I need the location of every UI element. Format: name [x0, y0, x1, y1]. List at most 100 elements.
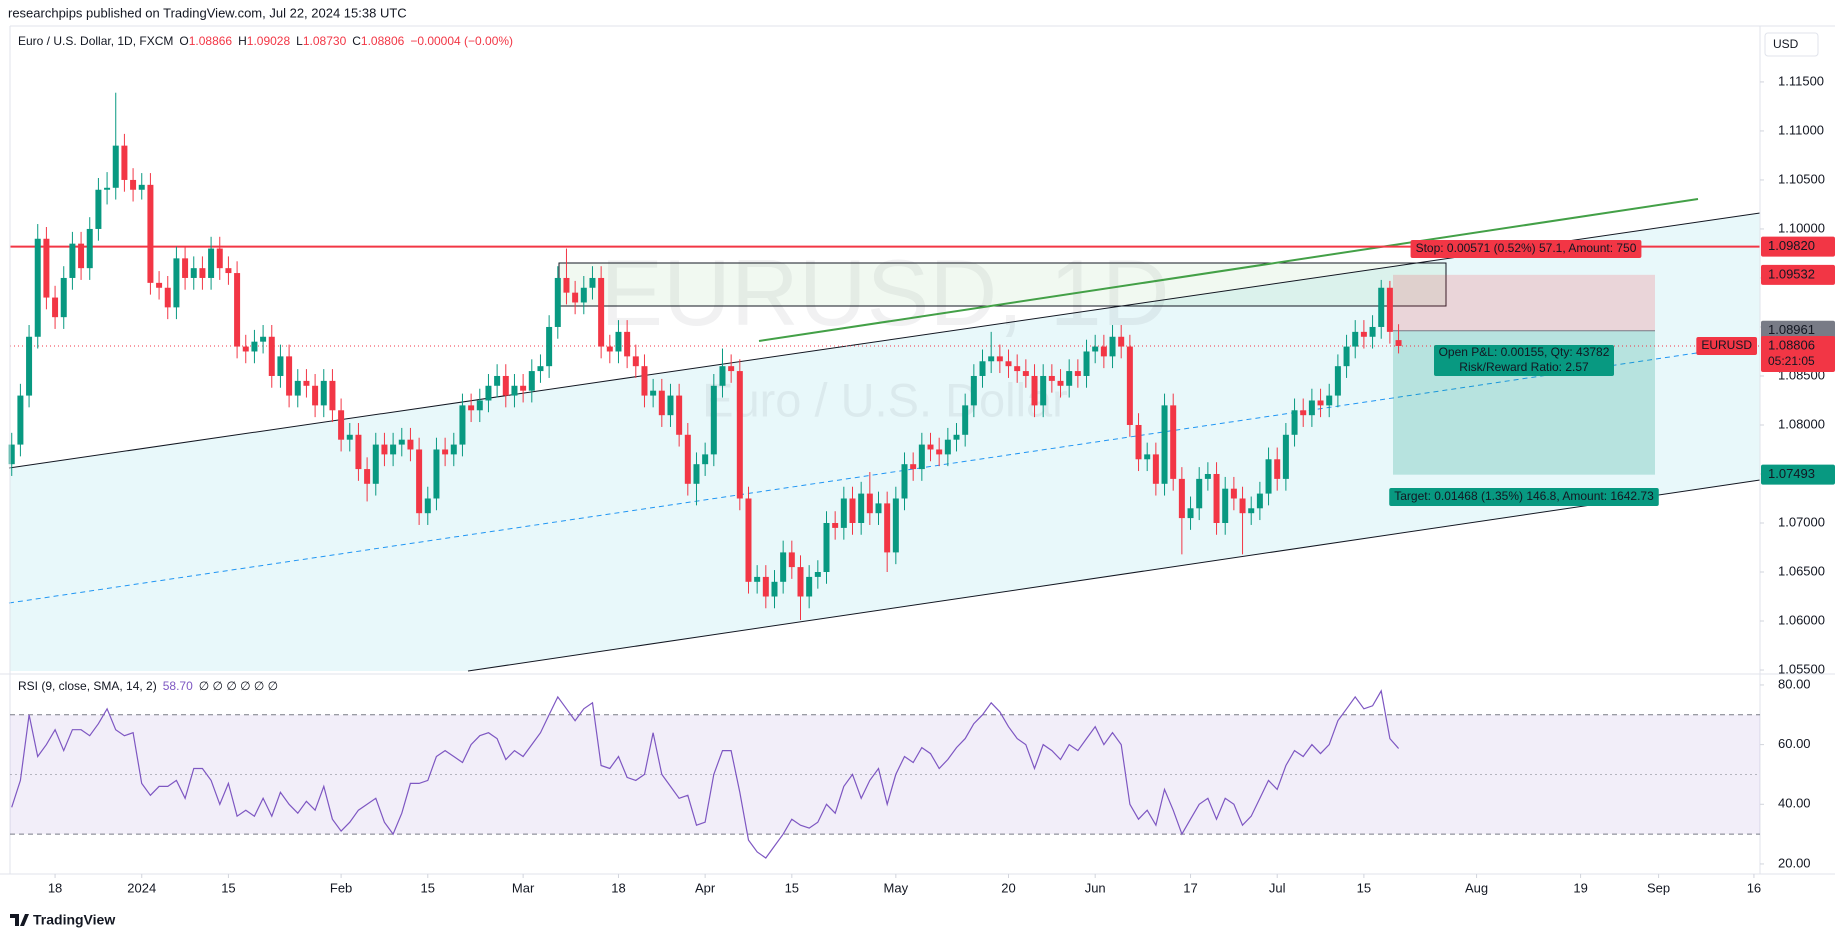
candle-body — [138, 184, 145, 190]
x-tick-label: 18 — [48, 880, 62, 895]
candle-body — [1083, 351, 1090, 376]
target-label: Target: 0.01468 (1.35%) 146.8, Amount: 1… — [1394, 489, 1654, 503]
entry-tag-bg — [1761, 320, 1835, 341]
candle-body — [86, 228, 93, 269]
candle-body — [424, 498, 431, 514]
candle-body — [511, 385, 518, 396]
candle-body — [814, 572, 821, 577]
x-tick-label: 15 — [421, 880, 435, 895]
candle-body — [858, 493, 865, 523]
candle-body — [320, 380, 327, 406]
candle-body — [242, 346, 249, 352]
candle-body — [1395, 340, 1402, 346]
x-tick-label: Jul — [1269, 880, 1286, 895]
candle-body — [1057, 380, 1064, 386]
candle-body — [684, 434, 691, 484]
y-tick-label: 1.10500 — [1778, 171, 1825, 186]
candle-body — [1317, 400, 1324, 406]
candle-body — [199, 268, 206, 278]
candle-body — [216, 248, 223, 269]
candle-body — [996, 356, 1003, 362]
candle-body — [1022, 371, 1029, 376]
candle-body — [485, 385, 492, 401]
candle-body — [988, 356, 995, 362]
rsi-line — [11, 689, 1400, 859]
candle-body — [528, 371, 535, 391]
candle-body — [624, 331, 631, 357]
candle-body — [1161, 405, 1168, 484]
channel-fill — [10, 213, 1760, 671]
candle-body — [1334, 366, 1341, 396]
x-tick-label: 15 — [221, 880, 235, 895]
candle-body — [34, 238, 41, 337]
candle-body — [1291, 410, 1298, 435]
legend-value: 1.09028 — [247, 34, 291, 48]
candle-body — [1092, 346, 1099, 352]
stop-label: Stop: 0.00571 (0.52%) 57.1, Amount: 750 — [1416, 241, 1637, 255]
candle-body — [866, 493, 873, 514]
legend: Euro / U.S. Dollar, 1D, FXCM O1.08866 H1.0… — [18, 34, 513, 48]
candle-body — [502, 375, 509, 396]
candle-body — [78, 243, 85, 269]
candle-body — [520, 385, 527, 391]
rsi-legend: RSI (9, close, SMA, 14, 2) 58.70 ∅ ∅ ∅ ∅ ∅… — [18, 679, 278, 693]
candle-body — [398, 439, 405, 445]
target-tag: 1.07493 — [1768, 466, 1815, 481]
candle-body — [338, 410, 345, 440]
candle-body — [1274, 459, 1281, 479]
green-trendline — [758, 198, 1699, 342]
target-tag-bg — [1761, 464, 1835, 485]
candle-body — [710, 385, 717, 455]
x-tick-label: Jun — [1085, 880, 1106, 895]
candle-body — [381, 444, 388, 455]
candle-body — [1040, 375, 1047, 406]
last-price-tag: 1.08806 — [1768, 337, 1815, 352]
candle-body — [312, 385, 319, 406]
candle-body — [1222, 488, 1229, 523]
last-price-tag-bg — [1761, 335, 1835, 372]
candle-body — [1126, 346, 1133, 425]
candle-body — [1300, 410, 1307, 416]
legend-value: 1.08866 — [189, 34, 233, 48]
candle-body — [936, 449, 943, 455]
candle-body — [1204, 473, 1211, 479]
candle-body — [918, 444, 925, 470]
candle-body — [234, 273, 241, 347]
stop-label-bg — [1410, 240, 1642, 258]
rsi-title: RSI (9, close, SMA, 14, 2) — [18, 679, 157, 693]
candle-body — [832, 522, 839, 528]
pnl-label: Risk/Reward Ratio: 2.57 — [1459, 360, 1589, 374]
x-tick-label: Sep — [1647, 880, 1670, 895]
candle-body — [606, 346, 613, 352]
candle-body — [762, 576, 769, 597]
candle-body — [476, 400, 483, 411]
x-tick-label: Mar — [512, 880, 535, 895]
candle-body — [1066, 371, 1073, 386]
candle-body — [1074, 371, 1081, 376]
pnl-label-bg — [1434, 345, 1614, 376]
candle-body — [1109, 336, 1116, 357]
legend-letter: O — [179, 34, 188, 48]
candle-body — [970, 375, 977, 406]
candle-body — [1170, 405, 1177, 479]
candle-body — [1326, 395, 1333, 406]
x-tick-label: Aug — [1465, 880, 1488, 895]
candle-body — [329, 380, 336, 411]
candle-body — [1152, 454, 1159, 484]
candle-body — [875, 503, 882, 514]
candle-body — [1118, 336, 1125, 347]
candle-body — [251, 341, 258, 352]
publisher-line: researchpips published on TradingView.co… — [8, 5, 407, 20]
legend-letter: L — [296, 34, 303, 48]
candle-body — [719, 366, 726, 386]
candle-body — [372, 444, 379, 484]
candle-body — [658, 390, 665, 416]
candle-body — [1031, 375, 1038, 406]
rsi-y-tick-label: 60.00 — [1778, 736, 1811, 751]
candle-body — [104, 187, 111, 190]
candle-body — [1386, 287, 1393, 332]
candle-body — [1343, 346, 1350, 367]
candle-body — [953, 434, 960, 440]
candle-body — [286, 356, 293, 396]
channel-mid — [8, 350, 1711, 604]
